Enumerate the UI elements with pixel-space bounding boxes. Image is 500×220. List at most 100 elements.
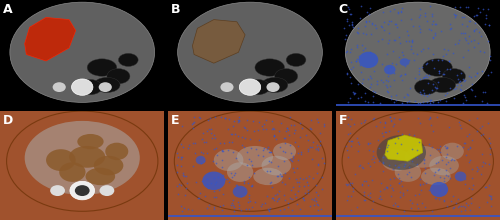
- Point: [444, 59, 452, 62]
- Point: [461, 209, 469, 212]
- Point: [313, 202, 321, 206]
- Point: [405, 165, 413, 169]
- Point: [440, 145, 448, 148]
- Point: [357, 70, 365, 73]
- Point: [200, 140, 208, 144]
- Point: [179, 145, 187, 149]
- Point: [343, 49, 351, 53]
- Point: [286, 133, 294, 136]
- Point: [418, 66, 426, 69]
- Point: [257, 204, 265, 207]
- Point: [416, 183, 424, 187]
- Point: [382, 150, 390, 153]
- Point: [466, 208, 474, 211]
- Point: [369, 154, 377, 158]
- Point: [475, 205, 483, 208]
- Point: [462, 38, 470, 41]
- Point: [471, 94, 479, 98]
- Point: [300, 198, 308, 201]
- Point: [318, 176, 326, 179]
- Point: [481, 90, 489, 94]
- Point: [296, 136, 304, 139]
- Point: [288, 158, 296, 162]
- Point: [470, 15, 478, 18]
- Point: [364, 77, 372, 80]
- Point: [431, 196, 439, 200]
- Point: [174, 184, 182, 187]
- Point: [431, 31, 439, 35]
- Point: [378, 25, 386, 29]
- Point: [294, 144, 302, 148]
- Point: [459, 204, 467, 207]
- Point: [353, 45, 361, 48]
- Point: [456, 87, 464, 90]
- Point: [274, 189, 282, 192]
- Point: [197, 161, 205, 165]
- Point: [313, 118, 321, 121]
- Point: [456, 5, 464, 9]
- Point: [353, 136, 361, 139]
- Point: [303, 181, 311, 184]
- Ellipse shape: [6, 111, 158, 211]
- Point: [228, 150, 236, 153]
- Point: [434, 80, 442, 84]
- Point: [442, 153, 450, 156]
- Ellipse shape: [262, 77, 288, 93]
- Point: [312, 171, 320, 174]
- Point: [482, 16, 490, 20]
- Point: [474, 116, 482, 119]
- Point: [305, 175, 313, 178]
- Point: [343, 71, 351, 75]
- Point: [308, 145, 316, 149]
- Point: [207, 128, 215, 131]
- Point: [354, 32, 362, 35]
- Point: [362, 91, 370, 95]
- Point: [348, 139, 356, 142]
- Point: [234, 185, 241, 188]
- Point: [304, 191, 312, 194]
- Point: [466, 74, 473, 77]
- Point: [468, 176, 476, 180]
- Point: [466, 158, 474, 161]
- Point: [386, 95, 394, 98]
- Point: [200, 195, 208, 198]
- Point: [398, 79, 406, 82]
- Point: [415, 69, 423, 73]
- Point: [454, 197, 462, 201]
- Point: [228, 132, 236, 136]
- Point: [204, 172, 212, 175]
- Point: [468, 139, 476, 142]
- Point: [266, 207, 274, 210]
- Point: [405, 132, 413, 136]
- Point: [312, 183, 320, 187]
- Point: [384, 42, 392, 45]
- Point: [388, 119, 396, 122]
- Point: [486, 136, 494, 139]
- Point: [292, 202, 300, 206]
- Ellipse shape: [46, 149, 76, 171]
- Point: [456, 123, 464, 126]
- Point: [244, 182, 252, 185]
- Point: [370, 62, 378, 66]
- Point: [274, 174, 282, 178]
- Point: [366, 50, 374, 54]
- Point: [182, 187, 190, 190]
- Point: [452, 86, 460, 90]
- Point: [484, 183, 492, 187]
- Point: [408, 39, 416, 42]
- Point: [396, 10, 404, 14]
- Point: [313, 143, 321, 147]
- Point: [394, 130, 402, 133]
- Point: [384, 74, 392, 78]
- Point: [416, 90, 424, 94]
- Point: [412, 99, 420, 103]
- Point: [466, 40, 474, 43]
- Point: [290, 131, 298, 135]
- Point: [394, 10, 402, 13]
- Point: [346, 124, 354, 128]
- Point: [442, 147, 450, 150]
- Point: [405, 170, 413, 173]
- Point: [216, 115, 224, 119]
- Point: [229, 124, 237, 128]
- Point: [436, 147, 444, 151]
